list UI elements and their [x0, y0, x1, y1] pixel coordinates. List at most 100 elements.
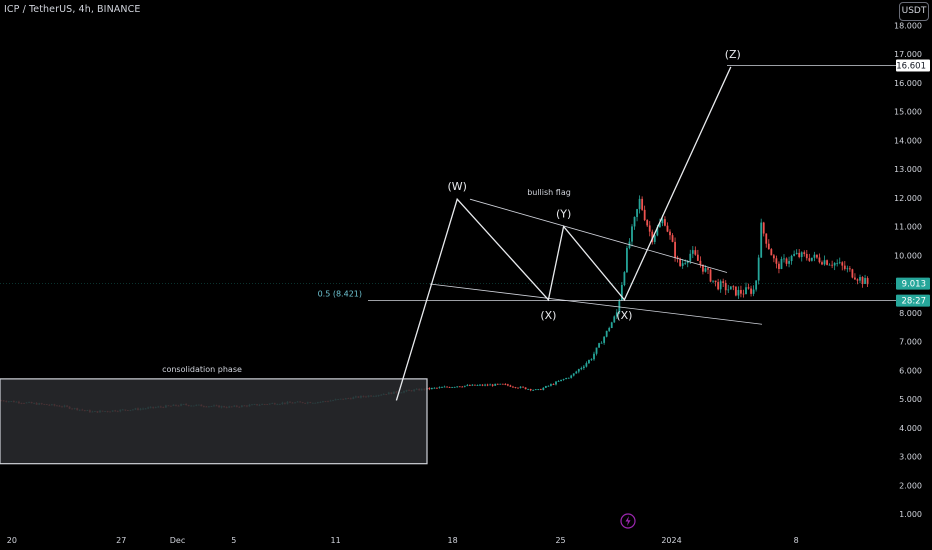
- candle-body: [724, 282, 727, 291]
- candle-body: [588, 360, 590, 364]
- candle: [755, 280, 758, 292]
- candle: [430, 387, 433, 390]
- candle-body: [562, 379, 565, 380]
- price-tick-label: 6.000: [899, 366, 922, 375]
- candle: [453, 386, 456, 388]
- candle-body: [552, 384, 555, 385]
- candle-body: [534, 389, 537, 391]
- candle-body: [577, 369, 580, 372]
- wave-label: (W): [447, 180, 466, 193]
- candle: [826, 259, 828, 266]
- candle-body: [610, 322, 613, 328]
- candle: [790, 254, 793, 265]
- price-tick-label: 10.000: [894, 251, 922, 260]
- candle-body: [615, 312, 618, 317]
- wave-path: [395, 66, 732, 401]
- candle-body: [684, 263, 687, 264]
- candle-body: [458, 386, 461, 388]
- candle-body: [557, 381, 560, 382]
- candle: [653, 234, 656, 245]
- candle: [474, 384, 476, 386]
- candle: [828, 263, 831, 266]
- candle-body: [828, 264, 831, 266]
- candle-body: [555, 381, 557, 385]
- candle-body: [818, 257, 821, 263]
- candle-body: [854, 277, 856, 280]
- candle-body: [790, 255, 793, 262]
- candle-body: [745, 287, 747, 295]
- candle-body: [598, 343, 600, 348]
- candle: [550, 383, 552, 387]
- candle-body: [798, 252, 801, 257]
- price-tick-label: 11.000: [894, 223, 922, 232]
- candle: [491, 383, 494, 387]
- candle-body: [669, 231, 671, 236]
- candle: [816, 254, 818, 259]
- candle-body: [679, 258, 682, 266]
- price-label-box: [896, 277, 930, 290]
- candle-body: [681, 263, 684, 266]
- time-tick-label: 11: [331, 536, 341, 545]
- candle-body: [519, 386, 522, 388]
- candle-body: [443, 386, 446, 388]
- candle: [593, 351, 595, 361]
- candle: [780, 256, 783, 270]
- candle-body: [547, 385, 550, 387]
- price-label-text: 28:27: [902, 297, 927, 307]
- candle: [833, 262, 836, 271]
- candle-body: [476, 385, 479, 386]
- candle: [552, 383, 555, 385]
- candle: [760, 218, 763, 258]
- candle-body: [479, 384, 481, 386]
- flag-upper-line: [469, 198, 728, 273]
- candle-body: [451, 387, 454, 388]
- candle: [747, 283, 750, 290]
- candle-body: [524, 387, 527, 390]
- candle-body: [626, 248, 628, 273]
- candle: [732, 285, 735, 291]
- candle: [458, 386, 461, 388]
- candle: [785, 257, 788, 267]
- price-label-text: 9.013: [902, 280, 926, 290]
- candle-body: [544, 386, 547, 388]
- currency-button[interactable]: USDT: [899, 2, 929, 21]
- candle: [479, 384, 481, 387]
- candle: [664, 216, 666, 227]
- candle-body: [474, 384, 476, 386]
- candle-body: [846, 268, 849, 270]
- candle-body: [593, 353, 595, 360]
- candle-body: [712, 280, 714, 282]
- candle: [484, 383, 486, 387]
- candle-body: [747, 287, 750, 289]
- candle-body: [463, 385, 466, 387]
- candle-body: [866, 278, 869, 285]
- candle-body: [722, 281, 725, 283]
- price-tick-label: 5.000: [899, 395, 922, 404]
- candle-body: [727, 289, 730, 291]
- candle: [620, 281, 623, 301]
- candle: [813, 251, 816, 262]
- candle: [555, 380, 557, 386]
- candle: [752, 285, 755, 297]
- candle: [567, 377, 570, 379]
- candle-body: [603, 336, 606, 343]
- candle-body: [636, 209, 638, 217]
- candle: [742, 289, 745, 298]
- candle: [737, 286, 740, 299]
- candle-body: [831, 264, 834, 266]
- candle-body: [671, 235, 674, 242]
- candle: [636, 208, 638, 222]
- candle: [722, 278, 725, 288]
- lightning-logo-icon[interactable]: [620, 513, 636, 529]
- time-tick-label: 18: [448, 536, 458, 545]
- candle: [709, 268, 712, 283]
- candle: [714, 280, 717, 287]
- candle-body: [757, 257, 760, 281]
- candle: [626, 245, 628, 273]
- candle: [451, 386, 454, 388]
- candle-body: [664, 219, 666, 226]
- candle: [529, 388, 532, 392]
- candle-body: [666, 225, 669, 232]
- candle-body: [717, 282, 720, 290]
